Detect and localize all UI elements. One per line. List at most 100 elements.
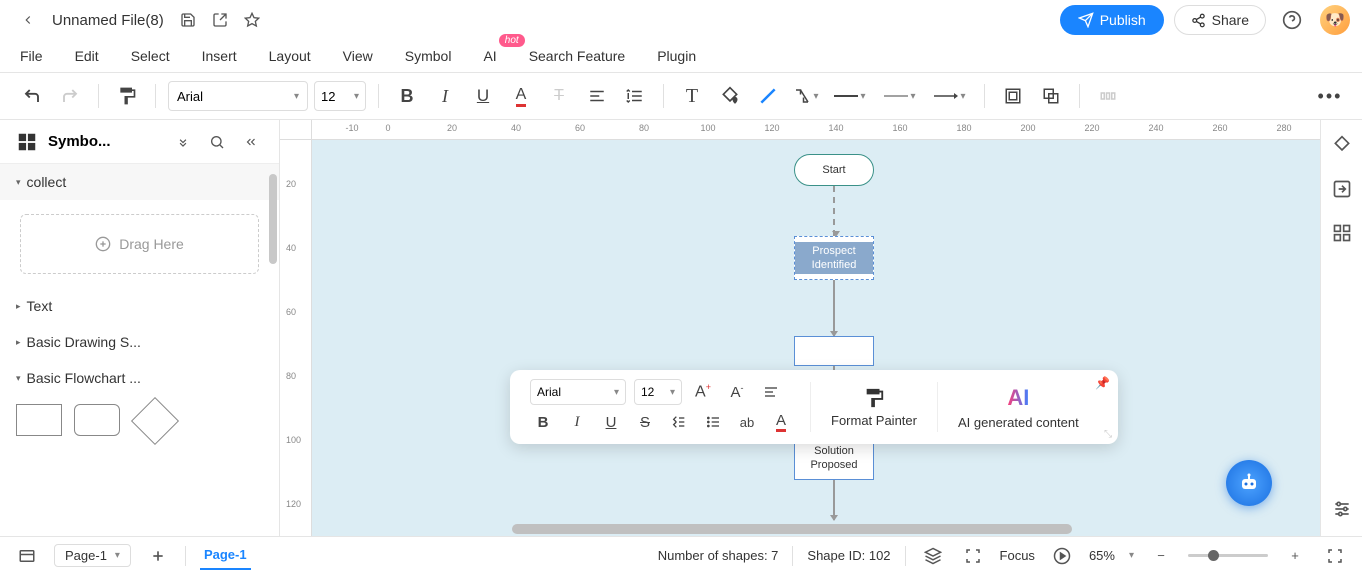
section-basic-flowchart[interactable]: ▾Basic Flowchart ... (0, 360, 279, 396)
zoom-level[interactable]: 65% (1089, 548, 1115, 563)
increase-font-icon[interactable]: A+ (690, 379, 716, 405)
connector-1[interactable] (833, 186, 835, 236)
redo-icon[interactable] (54, 80, 86, 112)
drag-here-zone[interactable]: Drag Here (20, 214, 259, 274)
add-page-icon[interactable] (145, 543, 171, 569)
canvas-area: -100204060801001201401601802002202402602… (280, 120, 1362, 536)
avatar[interactable]: 🐶 (1320, 5, 1350, 35)
sidebar-scrollbar[interactable] (269, 174, 277, 264)
layers-icon[interactable] (920, 543, 946, 569)
line-spacing-icon[interactable] (619, 80, 651, 112)
group-icon[interactable] (1035, 80, 1067, 112)
node-hidden[interactable] (794, 336, 874, 366)
arrow-style-icon[interactable]: ▾ (928, 80, 972, 112)
assistant-fab[interactable] (1226, 460, 1272, 506)
zoom-out-icon[interactable]: − (1148, 543, 1174, 569)
grid-panel-icon[interactable] (1329, 220, 1355, 246)
distribute-icon[interactable] (1092, 80, 1124, 112)
float-font-color-icon[interactable]: A (768, 409, 794, 435)
underline-icon[interactable]: U (467, 80, 499, 112)
font-size-select[interactable]: 12▾ (314, 81, 366, 111)
float-bullets-icon[interactable] (700, 409, 726, 435)
share-label: Share (1212, 12, 1249, 28)
menu-select[interactable]: Select (131, 48, 170, 64)
text-tool-icon[interactable]: T (676, 80, 708, 112)
export-icon[interactable] (204, 4, 236, 36)
float-font-select[interactable]: Arial▾ (530, 379, 626, 405)
file-name[interactable]: Unnamed File(8) (52, 12, 164, 29)
float-ai-content[interactable]: AI AI generated content (946, 385, 1091, 430)
play-icon[interactable] (1049, 543, 1075, 569)
focus-icon[interactable] (960, 543, 986, 569)
node-prospect-selected[interactable]: Prospect Identified (794, 236, 874, 280)
menu-ai[interactable]: AIhot (483, 48, 496, 64)
shape-rect[interactable] (16, 404, 62, 436)
theme-icon[interactable] (1329, 132, 1355, 158)
float-bold-icon[interactable]: B (530, 409, 556, 435)
section-collect[interactable]: ▾collect (0, 164, 279, 200)
decrease-font-icon[interactable]: A- (724, 379, 750, 405)
pin-icon[interactable]: 📌 (1095, 376, 1110, 390)
connector-4[interactable] (833, 480, 835, 520)
menu-view[interactable]: View (343, 48, 373, 64)
connector-icon[interactable]: ▾ (790, 80, 822, 112)
menu-layout[interactable]: Layout (269, 48, 311, 64)
shape-rounded-rect[interactable] (74, 404, 120, 436)
float-spacing-icon[interactable] (666, 409, 692, 435)
more-icon[interactable]: ••• (1314, 80, 1346, 112)
menu-plugin[interactable]: Plugin (657, 48, 696, 64)
help-icon[interactable] (1276, 4, 1308, 36)
resize-handle-icon[interactable]: ⤡ (1104, 429, 1112, 440)
bold-icon[interactable]: B (391, 80, 423, 112)
float-italic-icon[interactable]: I (564, 409, 590, 435)
export-panel-icon[interactable] (1329, 176, 1355, 202)
back-icon[interactable] (12, 4, 44, 36)
menu-symbol[interactable]: Symbol (405, 48, 452, 64)
float-underline-icon[interactable]: U (598, 409, 624, 435)
line-color-icon[interactable] (752, 80, 784, 112)
star-icon[interactable] (236, 4, 268, 36)
position-icon[interactable] (997, 80, 1029, 112)
align-icon[interactable] (581, 80, 613, 112)
page-tab-active[interactable]: Page-1 (200, 541, 251, 570)
focus-label[interactable]: Focus (1000, 548, 1035, 563)
expand-down-icon[interactable] (171, 130, 195, 154)
connector-2[interactable] (833, 280, 835, 336)
line-dash-icon[interactable]: ▾ (878, 80, 922, 112)
menu-search-feature[interactable]: Search Feature (529, 48, 626, 64)
zoom-slider[interactable] (1188, 554, 1268, 557)
publish-button[interactable]: Publish (1060, 5, 1164, 35)
search-icon[interactable] (205, 130, 229, 154)
float-format-painter[interactable]: Format Painter (819, 387, 929, 428)
shape-thumbnails (0, 396, 279, 446)
page-selector[interactable]: Page-1▾ (54, 544, 131, 567)
node-start[interactable]: Start (794, 154, 874, 186)
font-family-select[interactable]: Arial▾ (168, 81, 308, 111)
font-color-icon[interactable]: A (505, 80, 537, 112)
zoom-in-icon[interactable]: + (1282, 543, 1308, 569)
save-icon[interactable] (172, 4, 204, 36)
float-strike-icon[interactable]: S (632, 409, 658, 435)
settings-panel-icon[interactable] (1329, 496, 1355, 522)
line-style-icon[interactable]: ▾ (828, 80, 872, 112)
fullscreen-icon[interactable] (1322, 543, 1348, 569)
canvas-hscroll[interactable] (512, 524, 1072, 534)
menu-edit[interactable]: Edit (75, 48, 99, 64)
float-size-select[interactable]: 12▾ (634, 379, 682, 405)
shape-diamond[interactable] (131, 397, 179, 445)
menu-file[interactable]: File (20, 48, 43, 64)
float-case-icon[interactable]: ab (734, 409, 760, 435)
section-basic-drawing[interactable]: ▸Basic Drawing S... (0, 324, 279, 360)
share-button[interactable]: Share (1174, 5, 1266, 35)
undo-icon[interactable] (16, 80, 48, 112)
float-align-icon[interactable] (758, 379, 784, 405)
canvas[interactable]: Start Prospect Identified Solution Propo… (312, 140, 1362, 536)
clear-format-icon[interactable]: T (543, 80, 575, 112)
pages-icon[interactable] (14, 543, 40, 569)
menu-insert[interactable]: Insert (202, 48, 237, 64)
collapse-icon[interactable] (239, 130, 263, 154)
fill-icon[interactable] (714, 80, 746, 112)
italic-icon[interactable]: I (429, 80, 461, 112)
format-painter-icon[interactable] (111, 80, 143, 112)
section-text[interactable]: ▸Text (0, 288, 279, 324)
